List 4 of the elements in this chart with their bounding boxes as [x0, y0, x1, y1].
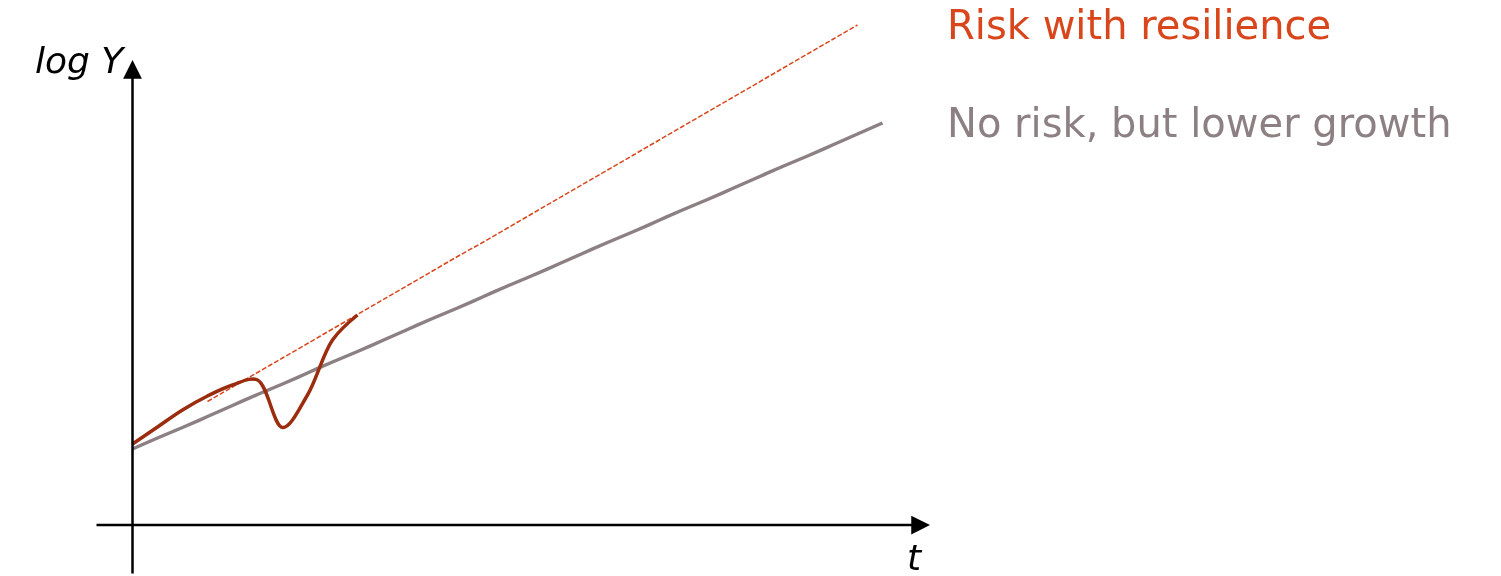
text: Risk with resilience: [947, 2, 1332, 48]
series-label: No risk, but lower growth: [947, 100, 1452, 146]
y-axis-title: log Y: [35, 40, 127, 81]
x-axis-title: t: [907, 537, 923, 576]
